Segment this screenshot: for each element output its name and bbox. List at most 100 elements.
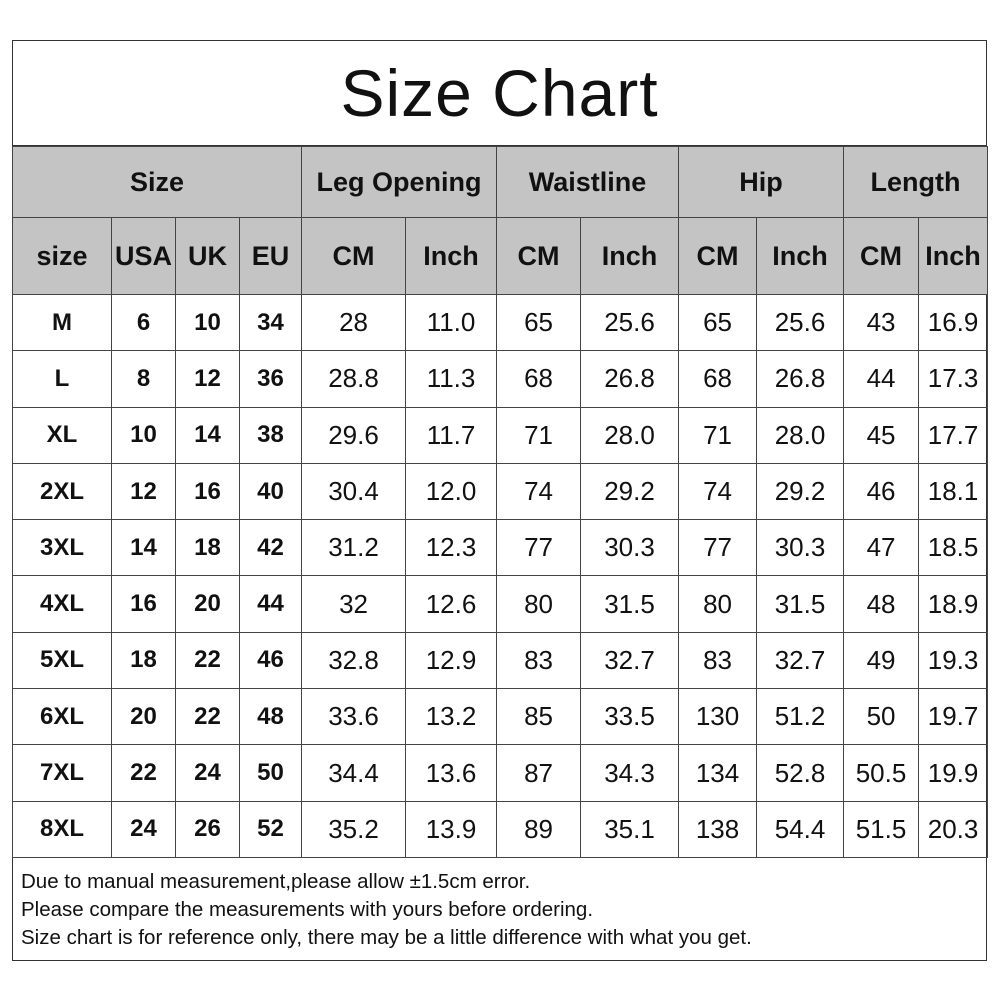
notes: Due to manual measurement,please allow ±… [13,858,986,962]
table-cell: 77 [496,519,582,577]
table-cell: 26.8 [756,350,845,408]
table-cell: 19.7 [918,688,989,746]
table-row: M 6 10 34 28 11.0 65 25.6 65 25.6 43 16.9 [12,293,989,352]
table-cell: 83 [678,631,758,690]
table-cell: XL [12,406,112,464]
table-cell: 12 [175,350,240,408]
table-cell: 68 [496,350,582,408]
table-cell: 32 [301,575,407,633]
table-cell: 65 [678,293,758,352]
table-cell: 18.1 [918,462,989,521]
unit-header-row: size USA UK EU CM Inch CM Inch CM Inch CM Inch [12,217,989,295]
table-cell: 30.3 [756,519,845,577]
table-cell: 25.6 [756,293,845,352]
unit-header-cell: Inch [756,217,845,295]
table-row: 3XL 14 18 42 31.2 12.3 77 30.3 77 30.3 47 18.5 [12,519,989,577]
table-cell: 18.9 [918,575,989,633]
table-cell: 74 [678,462,758,521]
table-cell: 34.3 [580,744,680,802]
unit-header-cell: Inch [405,217,498,295]
unit-header-cell: Inch [918,217,989,295]
table-cell: 32.7 [580,631,680,690]
table-cell: 32.7 [756,631,845,690]
unit-header-cell: CM [843,217,920,295]
table-cell: 29.2 [756,462,845,521]
table-cell: 16 [111,575,176,633]
table-cell: 16 [175,462,240,521]
group-header-hip: Hip [678,146,845,218]
table-cell: 34.4 [301,744,407,802]
size-chart: Size Chart Size Leg Opening Waistline Hi… [11,40,989,962]
table-cell: 14 [175,406,240,464]
table-cell: 5XL [12,631,112,690]
table-cell: 48 [238,688,303,746]
table-cell: 33.5 [580,688,680,746]
table-cell: 11.0 [405,293,498,352]
table-cell: 19.9 [918,744,989,802]
table-cell: 11.3 [405,350,498,408]
group-header-row: Size Leg Opening Waistline Hip Length [11,146,989,218]
unit-header-cell: Inch [580,217,680,295]
table-cell: 22 [111,744,176,802]
table-cell: 54.4 [756,800,845,858]
table-cell: 87 [496,744,582,802]
group-header-waistline: Waistline [496,146,680,218]
table-cell: 50.5 [843,744,920,802]
table-cell: 12.0 [405,462,498,521]
table-cell: 32.8 [301,631,407,690]
table-cell: 42 [238,519,303,577]
table-row: 5XL 18 22 46 32.8 12.9 83 32.7 83 32.7 49 19.3 [12,631,989,690]
table-cell: 28.0 [756,406,845,464]
table-row: 2XL 12 16 40 30.4 12.0 74 29.2 74 29.2 46 18.1 [12,462,989,521]
table-cell: 13.6 [405,744,498,802]
table-cell: M [12,293,112,352]
table-cell: 29.2 [580,462,680,521]
table-cell: 24 [111,800,176,858]
table-cell: L [12,350,112,408]
table-cell: 10 [111,406,176,464]
table-cell: 43 [843,293,920,352]
table-cell: 35.2 [301,800,407,858]
table-cell: 71 [496,406,582,464]
table-cell: 20 [111,688,176,746]
unit-header-cell: USA [111,217,176,295]
table-cell: 20.3 [918,800,989,858]
table-row: L 8 12 36 28.8 11.3 68 26.8 68 26.8 44 17.3 [12,350,989,408]
table-cell: 65 [496,293,582,352]
table-cell: 8XL [12,800,112,858]
table-cell: 13.2 [405,688,498,746]
table-cell: 17.7 [918,406,989,464]
table-cell: 16.9 [918,293,989,352]
table-cell: 3XL [12,519,112,577]
group-header-length: Length [843,146,989,218]
table-cell: 7XL [12,744,112,802]
table-cell: 80 [678,575,758,633]
table-cell: 11.7 [405,406,498,464]
unit-header-cell: EU [238,217,303,295]
table-row: XL 10 14 38 29.6 11.7 71 28.0 71 28.0 45 17.7 [12,406,989,464]
table-cell: 71 [678,406,758,464]
table-cell: 49 [843,631,920,690]
table-cell: 35.1 [580,800,680,858]
table-cell: 52 [238,800,303,858]
table-cell: 8 [111,350,176,408]
table-cell: 51.2 [756,688,845,746]
unit-header-cell: UK [175,217,240,295]
table-cell: 50 [843,688,920,746]
table-cell: 44 [843,350,920,408]
table-cell: 28.0 [580,406,680,464]
unit-header-cell: CM [496,217,582,295]
table-cell: 46 [238,631,303,690]
table-cell: 17.3 [918,350,989,408]
table-cell: 18 [175,519,240,577]
table-cell: 18.5 [918,519,989,577]
note-line: Size chart is for reference only, there … [21,925,752,949]
table-cell: 85 [496,688,582,746]
table-cell: 28.8 [301,350,407,408]
table-cell: 10 [175,293,240,352]
table-cell: 89 [496,800,582,858]
table-cell: 26.8 [580,350,680,408]
table-cell: 24 [175,744,240,802]
group-header-leg-opening: Leg Opening [301,146,498,218]
table-cell: 4XL [12,575,112,633]
